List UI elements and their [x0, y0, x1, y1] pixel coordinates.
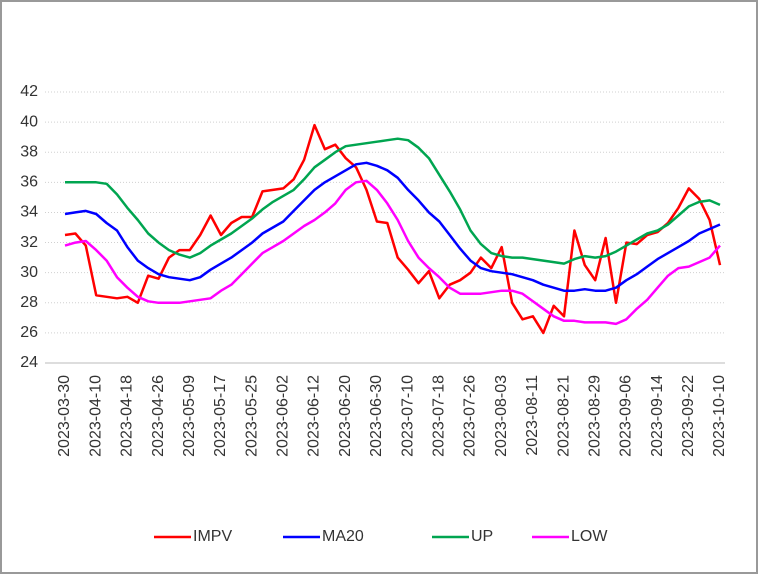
x-tick-label: 2023-07-10 [399, 375, 416, 457]
x-tick-label: 2023-07-18 [431, 375, 448, 457]
x-tick-label: 2023-06-20 [337, 375, 354, 457]
x-tick-label: 2023-08-03 [493, 375, 510, 457]
x-tick-label: 2023-06-30 [368, 375, 385, 457]
x-tick-label: 2023-04-10 [87, 375, 104, 457]
series-line [64, 123, 722, 335]
y-tick-label: 38 [20, 143, 38, 160]
y-tick-label: 36 [20, 174, 38, 191]
x-tick-label: 2023-05-17 [212, 375, 229, 457]
x-tick-label: 2023-08-11 [524, 375, 541, 456]
legend-label: UP [471, 528, 493, 545]
x-tick-label: 2023-04-18 [119, 375, 136, 457]
y-tick-label: 42 [20, 83, 38, 100]
x-tick-label: 2023-09-06 [618, 375, 635, 457]
series-line [65, 137, 721, 265]
x-tick-label: 2023-09-22 [680, 375, 697, 457]
x-tick-label: 2023-06-02 [275, 375, 292, 457]
x-tick-label: 2023-08-29 [586, 375, 603, 457]
series-line [64, 161, 721, 292]
x-tick-label: 2023-07-26 [462, 375, 479, 457]
legend-label: IMPV [193, 528, 232, 545]
x-tick-label: 2023-09-14 [649, 375, 666, 457]
legend-label: MA20 [322, 528, 364, 545]
x-tick-label: 2023-03-30 [56, 375, 73, 457]
y-tick-label: 40 [20, 113, 38, 130]
x-tick-label: 2023-04-26 [150, 375, 167, 457]
y-tick-label: 34 [20, 204, 38, 221]
y-tick-label: 24 [20, 354, 38, 371]
x-tick-label: 2023-05-25 [243, 375, 260, 457]
x-tick-label: 2023-10-10 [711, 375, 728, 457]
legend-label: LOW [571, 528, 608, 545]
y-tick-label: 26 [20, 324, 38, 341]
series-line [64, 179, 721, 326]
x-tick-label: 2023-05-09 [181, 375, 198, 457]
y-tick-label: 30 [20, 264, 38, 281]
x-tick-label: 2023-08-21 [555, 375, 572, 457]
y-tick-label: 28 [20, 294, 38, 311]
x-tick-label: 2023-06-12 [306, 375, 323, 457]
y-tick-label: 32 [20, 234, 38, 251]
